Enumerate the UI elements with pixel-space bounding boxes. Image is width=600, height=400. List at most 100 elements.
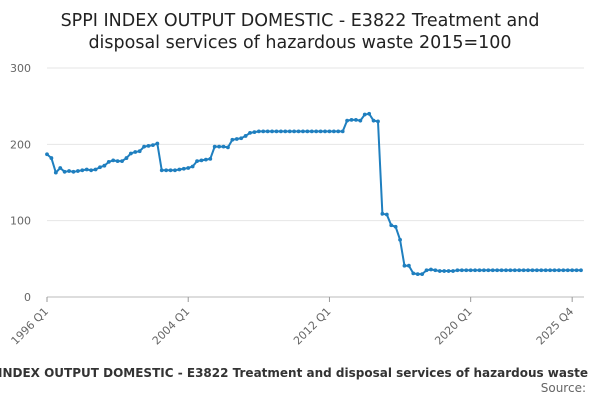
data-point[interactable] <box>464 268 469 273</box>
data-point[interactable] <box>159 168 164 173</box>
data-point[interactable] <box>49 156 54 160</box>
data-point[interactable] <box>451 269 455 273</box>
data-point[interactable] <box>579 268 583 273</box>
data-point[interactable] <box>314 129 319 134</box>
data-point[interactable] <box>305 129 310 134</box>
data-point[interactable] <box>98 165 102 170</box>
data-point[interactable] <box>208 156 213 161</box>
data-point[interactable] <box>415 272 420 276</box>
data-point[interactable] <box>570 268 575 273</box>
data-point[interactable] <box>521 268 526 273</box>
data-point[interactable] <box>384 212 389 217</box>
data-point[interactable] <box>389 223 394 228</box>
data-point[interactable] <box>371 118 376 123</box>
data-point[interactable] <box>292 129 297 134</box>
data-point[interactable] <box>53 170 58 175</box>
data-point[interactable] <box>433 268 438 273</box>
data-point[interactable] <box>424 268 429 273</box>
data-point[interactable] <box>106 159 111 164</box>
data-point[interactable] <box>548 268 553 273</box>
data-point[interactable] <box>442 269 447 273</box>
data-point[interactable] <box>336 129 341 134</box>
data-point[interactable] <box>243 134 248 138</box>
data-point[interactable] <box>380 211 385 216</box>
data-point[interactable] <box>543 268 548 273</box>
data-point[interactable] <box>517 268 522 273</box>
data-point[interactable] <box>482 268 486 273</box>
data-point[interactable] <box>552 268 557 273</box>
data-point[interactable] <box>287 129 292 134</box>
data-point[interactable] <box>393 224 398 229</box>
data-point[interactable] <box>248 130 252 135</box>
data-point[interactable] <box>512 268 517 273</box>
data-point[interactable] <box>128 151 133 156</box>
data-point[interactable] <box>93 167 98 172</box>
data-point[interactable] <box>429 267 433 272</box>
data-point[interactable] <box>212 144 217 149</box>
data-point[interactable] <box>508 268 513 273</box>
data-point[interactable] <box>486 268 491 273</box>
data-point[interactable] <box>455 268 460 273</box>
data-point[interactable] <box>58 166 63 170</box>
data-point[interactable] <box>446 269 451 273</box>
data-point[interactable] <box>256 129 261 134</box>
data-point[interactable] <box>539 268 544 273</box>
data-point[interactable] <box>274 129 279 134</box>
data-point[interactable] <box>190 164 195 169</box>
data-point[interactable] <box>354 118 358 122</box>
data-point[interactable] <box>164 168 169 173</box>
data-point[interactable] <box>565 268 570 273</box>
data-point[interactable] <box>495 268 500 273</box>
data-point[interactable] <box>437 269 442 273</box>
data-point[interactable] <box>362 112 367 117</box>
data-point[interactable] <box>177 167 182 172</box>
data-point[interactable] <box>226 145 230 150</box>
data-point[interactable] <box>398 237 402 242</box>
data-point[interactable] <box>120 159 124 164</box>
data-point[interactable] <box>296 129 301 134</box>
data-point[interactable] <box>111 158 116 163</box>
data-point[interactable] <box>234 137 239 141</box>
data-point[interactable] <box>473 268 477 273</box>
data-point[interactable] <box>402 263 407 268</box>
data-point[interactable] <box>155 141 160 146</box>
data-point[interactable] <box>530 268 535 273</box>
data-point[interactable] <box>102 163 107 168</box>
data-point[interactable] <box>534 268 539 273</box>
data-point[interactable] <box>468 268 473 273</box>
data-point[interactable] <box>239 136 244 141</box>
data-point[interactable] <box>406 263 411 268</box>
data-point[interactable] <box>146 143 151 148</box>
data-point[interactable] <box>142 144 146 149</box>
data-point[interactable] <box>115 159 120 164</box>
data-point[interactable] <box>411 271 416 276</box>
data-point[interactable] <box>195 159 199 164</box>
data-point[interactable] <box>124 156 129 160</box>
data-point[interactable] <box>186 166 191 170</box>
data-point[interactable] <box>358 118 363 123</box>
data-point[interactable] <box>420 272 425 276</box>
data-point[interactable] <box>459 268 464 273</box>
data-point[interactable] <box>45 152 49 157</box>
data-point[interactable] <box>217 144 222 149</box>
data-point[interactable] <box>477 268 482 273</box>
data-point[interactable] <box>349 118 354 122</box>
data-point[interactable] <box>261 129 266 134</box>
data-point[interactable] <box>283 129 288 134</box>
data-point[interactable] <box>168 168 173 173</box>
data-point[interactable] <box>331 129 336 134</box>
data-point[interactable] <box>504 268 508 273</box>
data-point[interactable] <box>221 144 226 149</box>
data-point[interactable] <box>137 149 142 154</box>
data-point[interactable] <box>252 130 257 135</box>
data-point[interactable] <box>309 129 314 134</box>
data-point[interactable] <box>340 129 345 134</box>
data-point[interactable] <box>199 158 204 163</box>
data-point[interactable] <box>270 129 274 134</box>
data-point[interactable] <box>265 129 270 134</box>
data-point[interactable] <box>173 168 177 173</box>
data-point[interactable] <box>490 268 495 273</box>
data-point[interactable] <box>376 119 380 124</box>
data-point[interactable] <box>80 168 85 173</box>
data-point[interactable] <box>318 129 323 134</box>
